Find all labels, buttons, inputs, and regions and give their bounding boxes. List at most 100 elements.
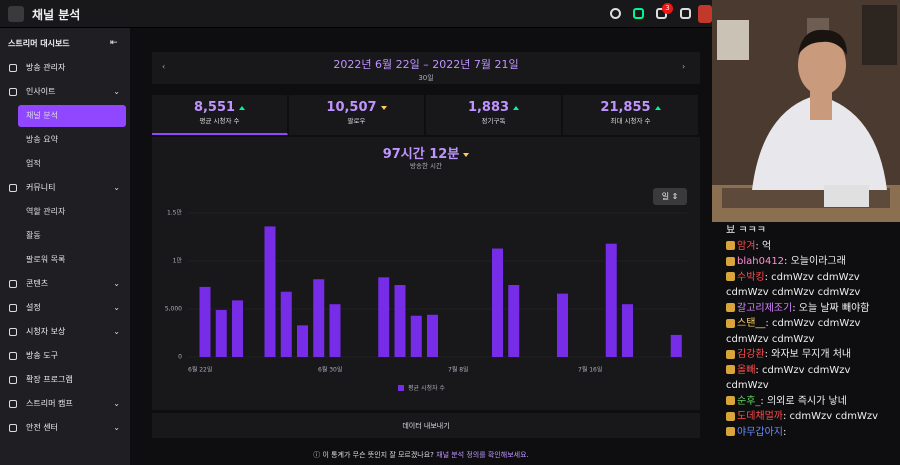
chat-user[interactable]: 야무갑아지 (737, 426, 783, 438)
sidebar-item[interactable]: 인사이트 ⌄ (0, 81, 126, 103)
sidebar-item[interactable]: 시청자 보상 ⌄ (0, 321, 126, 343)
chevron: ⌄ (113, 423, 120, 432)
featured-value[interactable]: 97시간 12분 (152, 143, 700, 162)
whisper-icon[interactable] (680, 8, 691, 19)
chat-message: 뵤 ㅋㅋㅋ (726, 223, 890, 239)
date-range[interactable]: 2022년 6월 22일 – 2022년 7월 21일 (333, 58, 519, 71)
chat-text: : 의외로 즉시가 낳네 (760, 395, 847, 407)
menu-button[interactable] (8, 6, 24, 22)
stat-card[interactable]: 8,551 평균 시청자 수 (152, 95, 288, 135)
sidebar-item[interactable]: 역할 관리자 (0, 201, 126, 223)
stat-label: 최대 시청자 수 (610, 117, 651, 125)
chat-user[interactable]: 김강환 (737, 349, 765, 360)
chat-user[interactable]: 갈고리제조기 (737, 302, 793, 314)
sidebar-item[interactable]: 스트리머 캠프 ⌄ (0, 393, 126, 415)
bar (670, 334, 682, 357)
bar (378, 277, 390, 357)
bar (622, 304, 633, 357)
chat-message: 암겨: 억 (726, 239, 890, 255)
help-icon[interactable] (610, 8, 621, 19)
chat-user[interactable]: 올빼 (737, 364, 756, 376)
bar (264, 226, 276, 357)
footer-text: 이 통계가 무슨 뜻인지 잘 모르겠나요? (322, 451, 434, 459)
bar (410, 315, 422, 357)
sidebar-item-label: 안전 센터 (26, 423, 58, 432)
sidebar-item[interactable]: 업적 (0, 153, 126, 175)
chat-text: : (783, 426, 787, 438)
y-tick-label: 1.5만 (167, 209, 183, 217)
chevron: ⌄ (113, 399, 120, 408)
sidebar-icon (9, 352, 17, 360)
chat-text: 뵤 ㅋㅋㅋ (726, 225, 766, 236)
export-button[interactable]: 데이터 내보내기 (152, 412, 700, 438)
sidebar-item[interactable]: 방송 도구 (0, 345, 126, 367)
sidebar-item[interactable]: 방송 요약 (0, 129, 126, 151)
chevron: ⌄ (113, 183, 120, 192)
chat-user[interactable]: 순후_ (737, 395, 761, 407)
sidebar-icon (9, 88, 17, 96)
chat-badge (726, 318, 735, 328)
chat-user[interactable]: 암겨 (737, 240, 756, 252)
sidebar-item[interactable]: 방송 관리자 (0, 57, 126, 79)
bar (394, 285, 406, 357)
stat-card[interactable]: 1,883 정기구독 (426, 95, 562, 135)
chat-user[interactable]: 스탠__ (737, 318, 766, 329)
chevron: ⌄ (113, 279, 120, 288)
x-tick-label: 6월 22일 (188, 366, 212, 374)
sparkle-icon[interactable] (633, 8, 644, 19)
chat-badge (726, 396, 735, 405)
chevron: ⌄ (113, 87, 120, 96)
prev-arrow[interactable]: ‹ (162, 62, 166, 71)
top-bar: 채널 분석 3 (0, 0, 712, 28)
bar (215, 309, 227, 357)
bar (280, 291, 292, 357)
bar (492, 248, 503, 357)
x-tick-label: 6월 30일 (318, 366, 342, 374)
footer-link[interactable]: 채널 분석 정의를 확인해보세요. (436, 451, 529, 459)
avatar[interactable] (698, 5, 712, 23)
sidebar-item[interactable]: 커뮤니티 ⌄ (0, 177, 126, 199)
sidebar-item-label: 채널 분석 (26, 111, 58, 120)
day-count: 30일 (418, 74, 434, 82)
bar (605, 243, 617, 357)
next-arrow[interactable]: › (682, 62, 686, 71)
bar (313, 279, 325, 357)
chat-message: 갈고리제조기: 오늘 날짜 빼야함 (726, 301, 890, 317)
sidebar-item[interactable]: 콘텐츠 ⌄ (0, 273, 126, 295)
chat-text: : cdmWzv cdmWzv (783, 411, 879, 422)
chat-text: : 오늘 날짜 빼야함 (792, 302, 870, 314)
sidebar-item[interactable]: 안전 센터 ⌄ (0, 417, 126, 439)
y-tick-label: 1만 (173, 257, 183, 265)
chat-badge (726, 272, 735, 281)
period-select[interactable]: 일 ⇕ (653, 188, 687, 205)
chat-message: 순후_: 의외로 즉시가 낳네 (726, 394, 890, 410)
sidebar-item-label: 스트리머 캠프 (26, 399, 73, 408)
sidebar-item-label: 설정 (26, 303, 41, 312)
stat-number: 8,551 (193, 100, 236, 115)
sidebar-item[interactable]: 활동 (0, 225, 126, 247)
trend-arrow (513, 105, 520, 110)
sidebar-item[interactable]: 팔로워 목록 (0, 249, 126, 271)
sidebar-item[interactable]: 채널 분석 (18, 105, 126, 127)
sidebar-item[interactable]: 설정 ⌄ (0, 297, 126, 319)
stat-value: 10,507 (289, 100, 424, 115)
sidebar-icon (9, 64, 17, 72)
period-label: 일 (661, 192, 670, 201)
chat-user[interactable]: blah0412 (737, 256, 785, 267)
notification-badge: 3 (662, 3, 673, 14)
sidebar-item-label: 인사이트 (26, 87, 56, 96)
stat-card[interactable]: 21,855 최대 시청자 수 (563, 95, 699, 135)
chat-badge (726, 427, 735, 436)
trend-arrow (239, 105, 246, 110)
stat-card[interactable]: 10,507 팔로우 (289, 95, 425, 135)
stat-number: 10,507 (326, 100, 377, 115)
sidebar-icon (9, 424, 17, 432)
bar (199, 286, 211, 357)
sidebar-item[interactable]: 확장 프로그램 (0, 369, 126, 391)
collapse-icon[interactable]: ⇤ (110, 38, 118, 48)
chat-badge (726, 256, 735, 266)
chat-text: : cdmWzv cdmWzv cdmWzv cdmWzv cdmWzv (726, 271, 861, 299)
chat-user[interactable]: 도데채멀까 (737, 411, 783, 422)
chat-user[interactable]: 수박킹 (737, 271, 765, 283)
